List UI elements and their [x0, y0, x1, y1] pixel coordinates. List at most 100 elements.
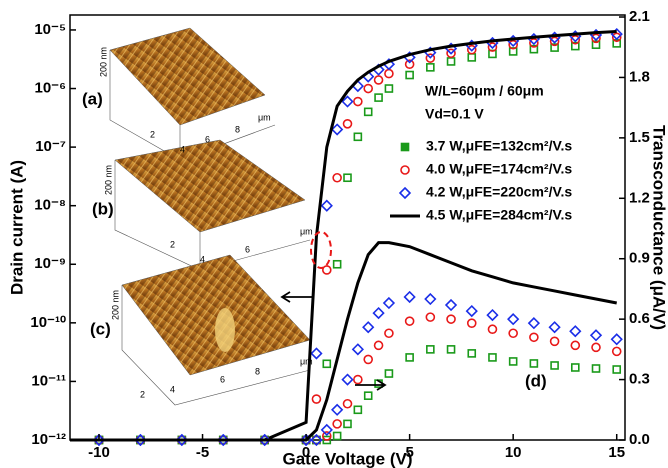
marker-circle [426, 313, 434, 321]
inset-unit: μm [300, 226, 313, 236]
inset-height: 200 nm [110, 290, 120, 320]
inset-label: (b) [92, 199, 114, 218]
marker-circle [375, 76, 383, 84]
inset-tick-label: 8 [255, 366, 260, 376]
inset-tick-label: 6 [245, 244, 250, 254]
y2-tick-label: 1.5 [629, 129, 650, 146]
inset-tick-label: 2 [140, 389, 145, 399]
afm-surface [110, 28, 265, 125]
highlight-ellipse [311, 232, 331, 268]
marker-diamond [612, 334, 622, 344]
y-tick-label: 10⁻¹¹ [31, 372, 66, 389]
marker-square [334, 432, 341, 439]
annotation: (d) [525, 371, 547, 390]
marker-square [406, 72, 413, 79]
marker-square [448, 346, 455, 353]
annotation: Vd=0.1 V [425, 106, 484, 122]
marker-circle [375, 341, 383, 349]
afm-feature [215, 308, 235, 352]
marker-diamond [467, 306, 477, 316]
marker-square [344, 174, 351, 181]
marker-square [385, 85, 392, 92]
chart: W/L=60μm / 60μm Vd=0.1 V (d) (a) (b) (c)… [0, 0, 668, 468]
axis-arrow [282, 292, 312, 302]
marker-diamond [384, 298, 394, 308]
legend-label: 4.5 W,μFE=284cm²/V.s [426, 207, 572, 223]
marker-circle [354, 376, 362, 384]
marker-circle [401, 166, 409, 174]
inset-label: (c) [90, 319, 111, 338]
marker-diamond [425, 294, 435, 304]
inset-tick-label: 2 [150, 129, 155, 139]
marker-square [354, 133, 361, 140]
inset-unit: μm [258, 112, 271, 122]
marker-square [365, 392, 372, 399]
x-tick-label: 15 [608, 444, 625, 461]
y-tick-label: 10⁻⁷ [35, 138, 66, 155]
marker-circle [333, 174, 341, 182]
x-tick-label: 10 [505, 444, 522, 461]
y2-axis-title: Transconductance (μA/V) [650, 125, 668, 330]
marker-circle [468, 319, 476, 327]
marker-square [354, 406, 361, 413]
marker-circle [509, 329, 517, 337]
afm-insets [110, 28, 310, 405]
marker-diamond [374, 308, 384, 318]
marker-square [323, 360, 330, 367]
afm-surface [115, 140, 305, 232]
legend-label: 4.2 W,μFE=220cm²/V.s [426, 184, 572, 200]
y2-tick-label: 2.1 [629, 8, 650, 25]
marker-circle [385, 329, 393, 337]
marker-circle [571, 341, 579, 349]
marker-circle [312, 395, 320, 403]
marker-circle [344, 120, 352, 128]
y-tick-label: 10⁻⁶ [34, 80, 66, 97]
marker-diamond [405, 292, 415, 302]
inset-tick-label: 8 [235, 124, 240, 134]
marker-diamond [400, 188, 410, 198]
inset-tick-label: 2 [170, 239, 175, 249]
y2-tick-label: 0.6 [629, 310, 650, 327]
marker-circle [488, 325, 496, 333]
y2-tick-label: 0.0 [629, 431, 650, 448]
marker-square [427, 64, 434, 71]
inset-height: 200 nm [103, 165, 113, 195]
marker-square [344, 420, 351, 427]
inset-height: 200 nm [98, 47, 108, 77]
legend-label: 4.0 W,μFE=174cm²/V.s [426, 161, 572, 177]
marker-circle [613, 347, 621, 355]
marker-square [530, 360, 537, 367]
inset-tick-label: 6 [205, 134, 210, 144]
marker-square [448, 58, 455, 65]
legend-label: 3.7 W,μFE=132cm²/V.s [426, 138, 572, 154]
marker-diamond [353, 344, 363, 354]
y2-tick-label: 0.3 [629, 371, 650, 388]
y-tick-label: 10⁻⁸ [34, 197, 66, 214]
marker-circle [354, 98, 362, 106]
inset-tick-label: 6 [220, 374, 225, 384]
marker-square [572, 364, 579, 371]
marker-diamond [446, 300, 456, 310]
y-tick-label: 10⁻⁹ [34, 255, 66, 272]
marker-circle [406, 317, 414, 325]
marker-diamond [322, 201, 332, 211]
marker-square [406, 354, 413, 361]
marker-diamond [591, 330, 601, 340]
marker-diamond [343, 375, 353, 385]
inset-tick-label: 4 [200, 254, 205, 264]
marker-circle [447, 315, 455, 323]
marker-circle [333, 420, 341, 428]
marker-diamond [508, 314, 518, 324]
x-tick-label: 5 [405, 444, 413, 461]
marker-circle [385, 70, 393, 78]
marker-square [427, 346, 434, 353]
marker-diamond [550, 322, 560, 332]
marker-circle [551, 337, 559, 345]
marker-circle [323, 266, 331, 274]
marker-square [593, 365, 600, 372]
y2-tick-label: 1.2 [629, 189, 650, 206]
marker-diamond [487, 310, 497, 320]
marker-square [489, 354, 496, 361]
inset-unit: μm [300, 356, 313, 366]
marker-square [375, 94, 382, 101]
